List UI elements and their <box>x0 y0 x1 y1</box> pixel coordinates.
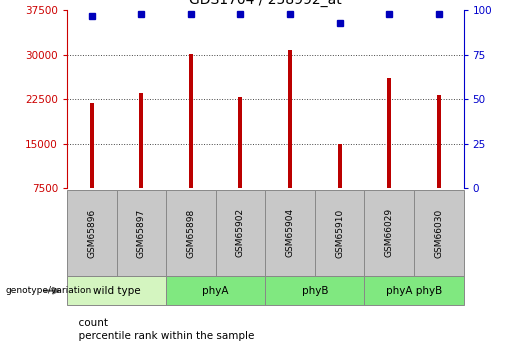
Text: GSM65896: GSM65896 <box>87 208 96 257</box>
Bar <box>216 190 265 276</box>
Text: GSM66030: GSM66030 <box>434 208 443 257</box>
Text: phyB: phyB <box>302 286 328 296</box>
Bar <box>338 144 341 188</box>
Bar <box>116 190 166 276</box>
Bar <box>166 190 216 276</box>
Bar <box>189 53 193 188</box>
Bar <box>288 50 292 188</box>
Bar <box>166 276 265 305</box>
Bar <box>67 276 166 305</box>
Bar <box>238 97 243 188</box>
Bar <box>414 190 464 276</box>
Bar <box>140 93 143 188</box>
Bar <box>365 190 414 276</box>
Text: percentile rank within the sample: percentile rank within the sample <box>72 332 254 341</box>
Text: phyA phyB: phyA phyB <box>386 286 442 296</box>
Bar <box>387 78 391 188</box>
Bar <box>265 190 315 276</box>
Text: GSM65898: GSM65898 <box>186 208 195 257</box>
Text: count: count <box>72 318 108 327</box>
Text: GSM65897: GSM65897 <box>137 208 146 257</box>
Text: genotype/variation: genotype/variation <box>5 286 91 295</box>
Text: GSM65904: GSM65904 <box>285 208 295 257</box>
Text: GSM66029: GSM66029 <box>385 208 393 257</box>
Bar <box>365 276 464 305</box>
Text: phyA: phyA <box>202 286 229 296</box>
Text: GSM65902: GSM65902 <box>236 208 245 257</box>
Bar <box>67 190 116 276</box>
Title: GDS1704 / 258992_at: GDS1704 / 258992_at <box>189 0 341 7</box>
Text: wild type: wild type <box>93 286 140 296</box>
Text: GSM65910: GSM65910 <box>335 208 344 257</box>
Bar <box>90 104 94 188</box>
Bar <box>437 95 441 188</box>
Bar <box>315 190 365 276</box>
Bar <box>265 276 365 305</box>
